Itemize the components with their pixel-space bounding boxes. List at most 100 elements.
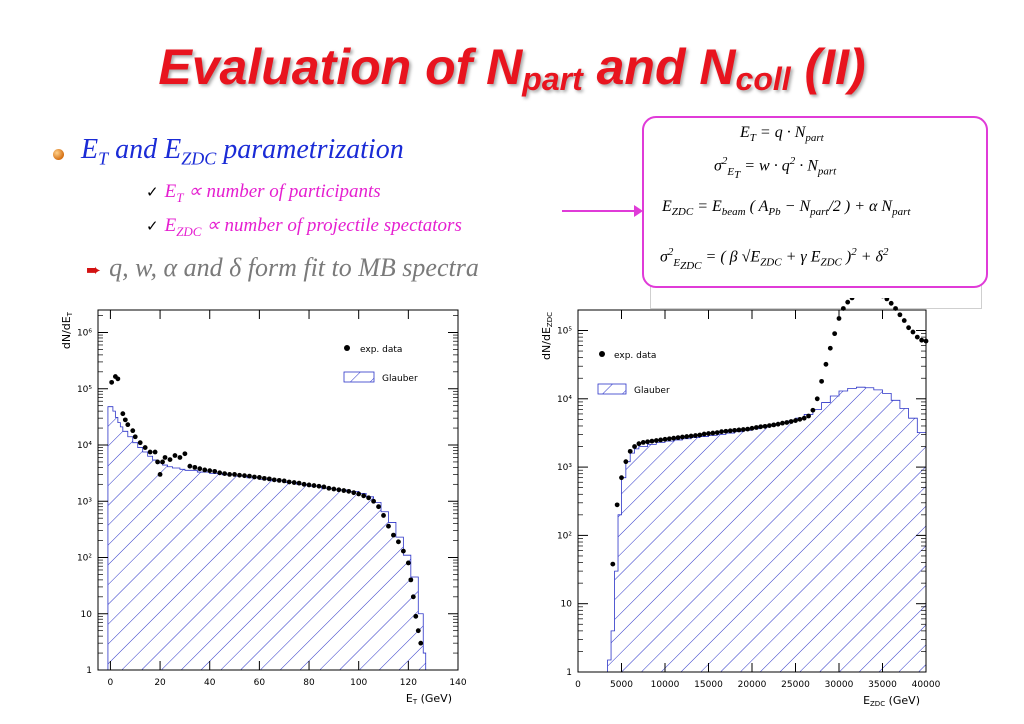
data-point [884,298,890,302]
data-point [212,468,218,474]
data-point [653,438,659,443]
checkmark-icon: ✓ [146,183,159,201]
y-tick-label: 10⁴ [557,395,572,405]
data-point [237,472,242,478]
data-point [688,433,694,439]
x-axis-label: ET (GeV) [406,692,452,706]
data-point [281,478,287,484]
data-point [701,431,707,437]
data-point [256,475,262,480]
data-point [832,331,838,337]
et-spectrum-chart: 0 20 40 60 80 100 120 140 1 10 10² 10³ 10⁴ 10⁵ 10⁶ ET (… [60,309,467,706]
data-point [619,475,624,481]
glauber-histogram [604,386,927,673]
data-point [697,432,703,438]
data-point [410,594,416,600]
formula-sigma-ezdc: σ2EZDC = ( β √EZDC + γ EZDC )2 + δ2 [660,246,889,272]
x-tick-label: 5000 [610,680,633,690]
legend-data-marker [344,345,350,351]
data-point [888,300,894,306]
x-tick-label: 0 [575,680,581,690]
y-tick-label: 10⁶ [77,329,92,339]
data-point [172,453,178,458]
x-axis-label: EZDC (GeV) [863,694,920,708]
data-point [714,430,720,435]
data-point [192,464,198,470]
data-point [662,436,668,442]
data-point [640,439,646,445]
x-tick-label: 140 [449,678,466,688]
legend-glauber-swatch [343,371,375,383]
data-point [122,417,128,423]
formula-box: ET = q · Npart σ2ET = w · q2 · Npart EZD… [642,116,988,288]
y-tick-label: 10 [81,610,93,620]
data-point [137,440,143,446]
x-tick-label: 25000 [781,680,810,690]
data-point [130,428,136,434]
data-point [160,459,165,465]
data-point [125,422,131,428]
data-point [346,488,352,494]
data-point [405,560,411,566]
data-point [658,437,664,443]
checkmark-icon: ✓ [146,217,159,235]
data-point [115,376,121,382]
data-point [801,415,807,421]
y-tick-label: 10⁴ [77,441,92,451]
x-tick-label: 35000 [868,680,897,690]
data-point [217,470,223,476]
glauber-histogram [107,406,427,671]
data-point [693,433,698,438]
data-point [147,449,153,455]
data-point [784,420,790,425]
data-point [109,379,115,385]
data-point [919,337,925,343]
data-point [775,421,781,427]
data-point [247,473,252,479]
y-tick-label: 10³ [77,497,92,507]
data-point [187,463,193,469]
y-axis-label: dN/dET [60,311,74,349]
y-tick-label: 10³ [557,463,572,473]
data-point [396,539,401,545]
data-point [719,429,724,435]
y-tick-label: 10⁵ [557,326,572,336]
y-tick-label: 10⁵ [77,385,92,395]
data-point [793,418,798,423]
data-point [797,416,803,422]
data-point [923,338,929,344]
y-axis-label: dN/dEZDC [540,312,554,360]
data-point [788,419,794,424]
data-point [157,472,163,477]
data-point [910,329,916,335]
data-point [680,434,685,440]
data-point [266,476,272,482]
data-point [814,396,820,402]
data-point [331,486,337,492]
data-point [311,483,317,488]
data-point [261,475,267,481]
data-point [316,483,322,489]
legend-glauber-label: Glauber [382,374,418,384]
y-tick-label: 1 [86,666,92,676]
data-point [610,561,616,567]
bullet-dot-icon [53,149,64,160]
data-point [276,477,282,483]
ezdc-spectrum-chart: 0 5000 10000 15000 20000 25000 30000 35000 40000… [540,298,941,708]
data-point [645,439,650,445]
data-point [823,361,829,367]
connector-line [562,210,638,212]
data-point [286,479,292,485]
data-point [386,523,391,529]
data-point [232,472,237,477]
data-point [914,334,920,340]
data-point [296,480,302,486]
data-point [762,423,768,429]
data-point [727,428,733,434]
data-point [326,485,332,491]
data-point [321,484,327,490]
data-point [614,502,620,508]
data-point [836,316,842,321]
data-point [222,471,228,477]
data-point [901,318,907,323]
